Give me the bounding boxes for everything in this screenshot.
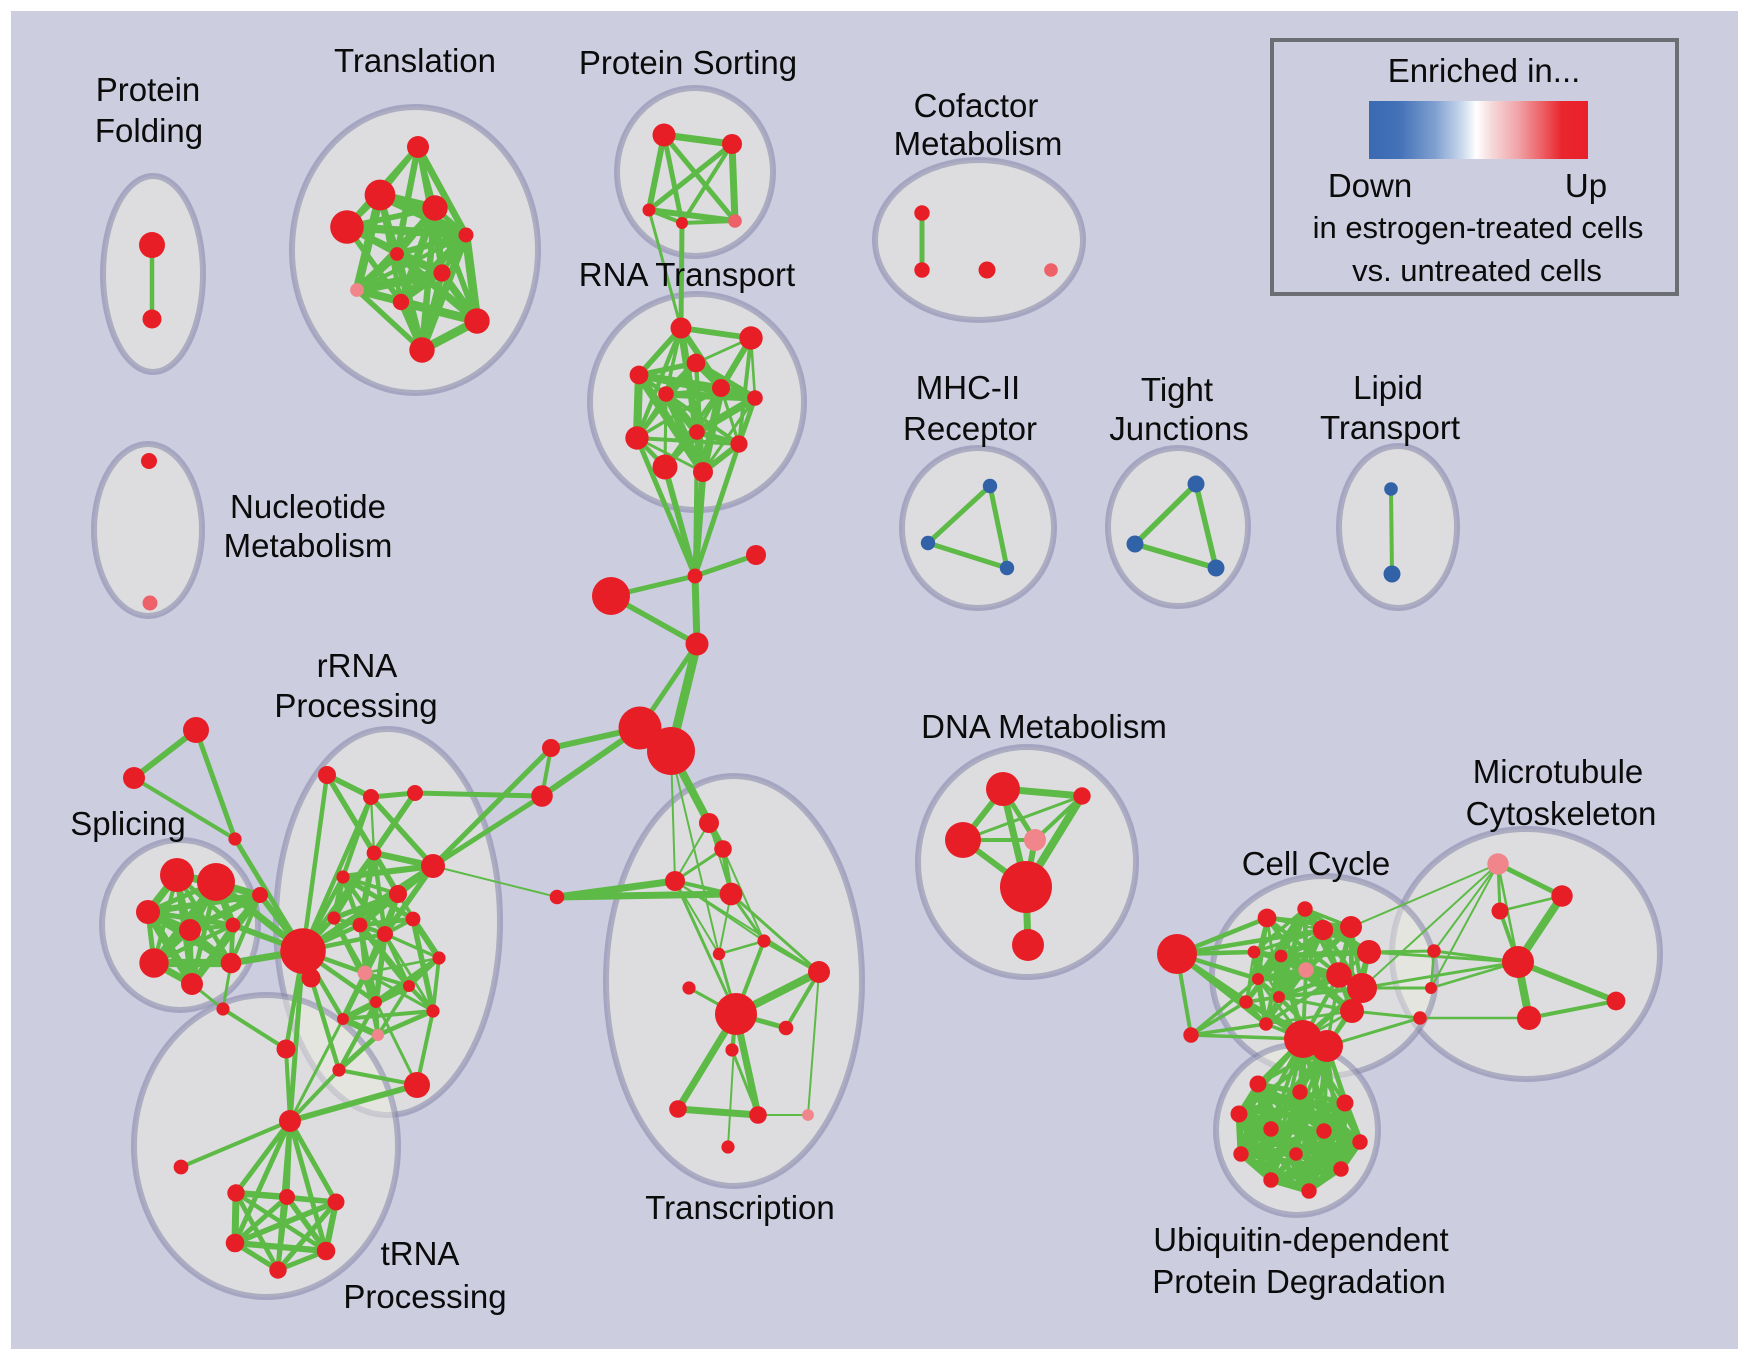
svg-text:Protein Degradation: Protein Degradation (1152, 1263, 1446, 1300)
svg-text:tRNA: tRNA (381, 1235, 460, 1272)
svg-text:Cell Cycle: Cell Cycle (1242, 845, 1391, 882)
svg-text:Receptor: Receptor (903, 410, 1037, 447)
svg-text:Processing: Processing (274, 687, 437, 724)
svg-text:Up: Up (1565, 167, 1607, 204)
svg-text:Junctions: Junctions (1109, 410, 1248, 447)
svg-text:Metabolism: Metabolism (894, 125, 1063, 162)
svg-text:Enriched in...: Enriched in... (1388, 52, 1581, 89)
svg-text:Tight: Tight (1141, 371, 1213, 408)
svg-text:Cofactor: Cofactor (914, 87, 1039, 124)
svg-text:Down: Down (1328, 167, 1412, 204)
svg-text:Metabolism: Metabolism (224, 527, 393, 564)
svg-text:Lipid: Lipid (1353, 369, 1423, 406)
svg-text:Transport: Transport (1320, 409, 1460, 446)
svg-text:Translation: Translation (334, 42, 496, 79)
svg-text:Nucleotide: Nucleotide (230, 488, 386, 525)
svg-text:rRNA: rRNA (317, 647, 398, 684)
svg-text:Transcription: Transcription (645, 1189, 835, 1226)
svg-text:Processing: Processing (343, 1278, 506, 1315)
svg-text:DNA Metabolism: DNA Metabolism (921, 708, 1167, 745)
svg-text:MHC-II: MHC-II (916, 369, 1020, 406)
svg-text:Protein: Protein (96, 71, 201, 108)
svg-text:Cytoskeleton: Cytoskeleton (1466, 795, 1657, 832)
svg-text:Ubiquitin-dependent: Ubiquitin-dependent (1153, 1221, 1448, 1258)
svg-text:Protein Sorting: Protein Sorting (579, 44, 797, 81)
svg-text:vs. untreated cells: vs. untreated cells (1352, 253, 1602, 288)
svg-text:Splicing: Splicing (70, 805, 186, 842)
svg-text:Microtubule: Microtubule (1473, 753, 1644, 790)
svg-text:RNA Transport: RNA Transport (579, 256, 795, 293)
svg-text:in estrogen-treated cells: in estrogen-treated cells (1313, 210, 1644, 245)
svg-text:Folding: Folding (95, 112, 203, 149)
